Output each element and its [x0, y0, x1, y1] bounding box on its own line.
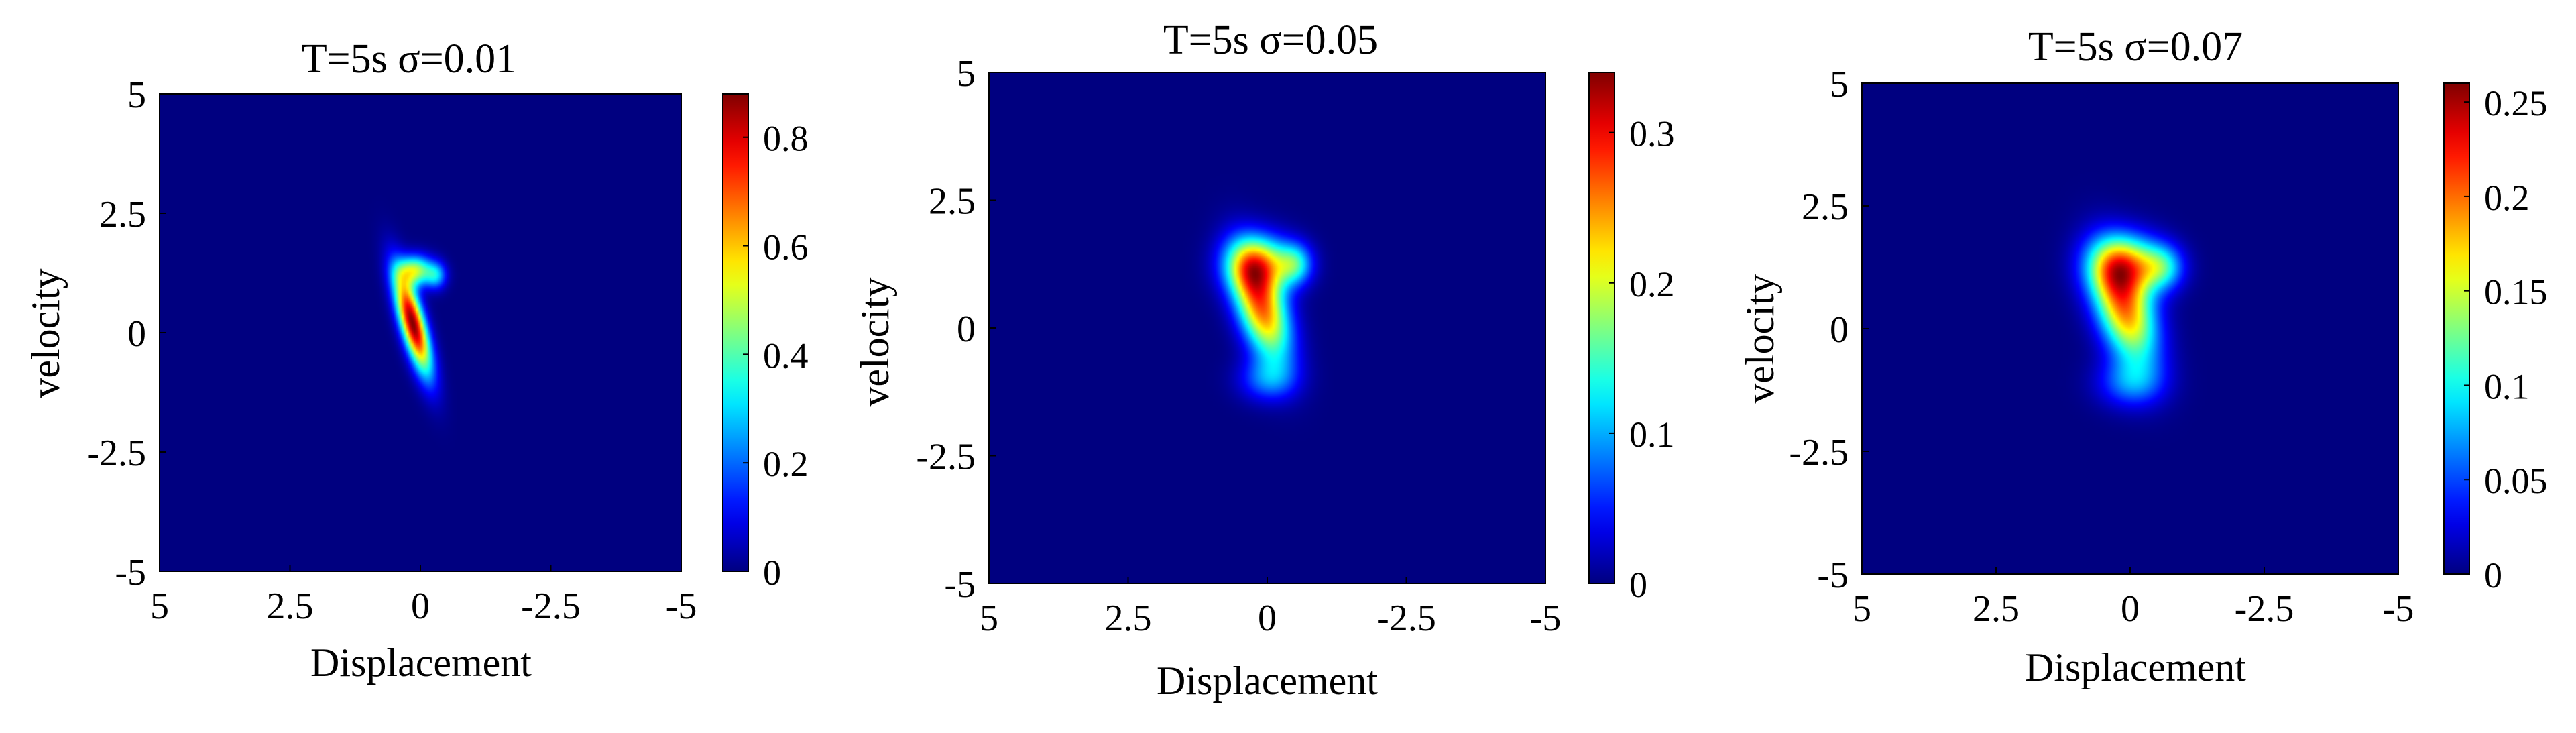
y-tick-label: -5 — [1817, 555, 1849, 596]
y-axis-label: velocity — [23, 268, 68, 398]
colorbar-tick-label: 0 — [763, 553, 781, 593]
colorbar: 0 0.05 0.1 0.15 0.2 0.25 — [2443, 82, 2548, 596]
colorbar-gradient — [722, 93, 749, 572]
x-tick-label: 5 — [1853, 588, 1871, 630]
colorbar-tick-label: 0.2 — [1629, 264, 1675, 304]
y-tick-label: 5 — [957, 53, 976, 95]
colorbar-tick-label: 0.15 — [2484, 272, 2548, 313]
panel-sigma-0-01: T=5s σ=0.01 0 0.2 0.4 0.6 0.8 5 2.5 0 -2.5 -5 5 2… — [23, 36, 809, 685]
y-tick-label: 2.5 — [99, 194, 146, 235]
x-tick-label: 0 — [2121, 588, 2140, 630]
heatmap-plot — [988, 72, 1546, 584]
density-image — [1862, 83, 2398, 574]
colorbar-tick-label: 0 — [1629, 565, 1647, 605]
panel-title: T=5s σ=0.07 — [2028, 24, 2243, 70]
y-tick-label: 2.5 — [929, 181, 976, 223]
x-tick-label: 2.5 — [1105, 598, 1152, 639]
y-tick-labels: 5 2.5 0 -2.5 -5 — [86, 74, 166, 594]
x-axis-label: Displacement — [310, 640, 532, 685]
colorbar-gradient — [1588, 72, 1615, 584]
colorbar: 0 0.1 0.2 0.3 — [1588, 72, 1675, 605]
x-tick-label: -5 — [666, 585, 697, 627]
y-tick-label: -2.5 — [916, 437, 976, 478]
x-tick-labels: 5 2.5 0 -2.5 -5 — [150, 565, 697, 627]
y-tick-label: -2.5 — [1789, 432, 1849, 473]
x-tick-label: 2.5 — [267, 585, 314, 627]
x-tick-label: 2.5 — [1973, 588, 2019, 630]
x-tick-labels: 5 2.5 0 -2.5 -5 — [980, 577, 1561, 639]
y-tick-label: 0 — [1830, 309, 1849, 351]
colorbar-tick-label: 0.25 — [2484, 83, 2548, 123]
density-image — [989, 72, 1545, 583]
y-tick-labels: 5 2.5 0 -2.5 -5 — [1789, 64, 1869, 596]
x-tick-label: 5 — [150, 585, 169, 627]
x-tick-label: -2.5 — [521, 585, 581, 627]
colorbar-tick-label: 0.1 — [2484, 366, 2530, 406]
x-tick-label: 0 — [411, 585, 430, 627]
panel-title: T=5s σ=0.01 — [302, 36, 516, 82]
colorbar: 0 0.2 0.4 0.6 0.8 — [722, 93, 809, 593]
x-tick-label: 0 — [1258, 598, 1277, 639]
y-axis-label: velocity — [1738, 274, 1782, 403]
x-tick-labels: 5 2.5 0 -2.5 -5 — [1853, 567, 2414, 630]
y-tick-label: 0 — [957, 308, 976, 350]
panel-title: T=5s σ=0.05 — [1163, 17, 1378, 63]
panel-sigma-0-05: T=5s σ=0.05 0 0.1 0.2 0.3 5 2.5 0 -2.5 -5 5 2.5 0… — [853, 17, 1675, 703]
x-tick-label: -5 — [1530, 598, 1562, 639]
x-axis-label: Displacement — [2025, 645, 2246, 689]
colorbar-tick-label: 0.3 — [1629, 114, 1675, 154]
colorbar-tick-label: 0 — [2484, 555, 2502, 596]
colorbar-tick-label: 0.4 — [763, 335, 809, 376]
colorbar-gradient — [2443, 82, 2470, 575]
x-tick-label: -2.5 — [1377, 598, 1436, 639]
y-tick-label: -5 — [944, 564, 976, 606]
y-tick-label: 2.5 — [1802, 186, 1849, 228]
heatmap-plot — [159, 93, 682, 572]
colorbar-tick-label: 0.8 — [763, 119, 809, 159]
colorbar-tick-label: 0.1 — [1629, 414, 1675, 455]
y-tick-label: -5 — [115, 552, 146, 594]
colorbar-tick-label: 0.6 — [763, 227, 809, 268]
y-tick-label: 0 — [127, 313, 146, 355]
density-image — [160, 94, 681, 571]
x-tick-label: -5 — [2383, 588, 2414, 630]
y-axis-label: velocity — [853, 277, 897, 406]
y-tick-label: 5 — [1830, 64, 1849, 105]
y-tick-labels: 5 2.5 0 -2.5 -5 — [916, 53, 996, 606]
x-tick-label: -2.5 — [2235, 588, 2294, 630]
x-tick-label: 5 — [980, 598, 998, 639]
panel-sigma-0-07: T=5s σ=0.07 0 0.05 0.1 0.15 0.2 0.25 5 2.5 0 -2.… — [1738, 24, 2548, 689]
y-tick-label: -2.5 — [86, 433, 146, 474]
x-axis-label: Displacement — [1157, 659, 1378, 703]
colorbar-tick-label: 0.05 — [2484, 461, 2548, 501]
colorbar-tick-label: 0.2 — [763, 444, 809, 484]
heatmap-plot — [1861, 82, 2399, 575]
y-tick-label: 5 — [127, 74, 146, 116]
colorbar-tick-label: 0.2 — [2484, 178, 2530, 218]
